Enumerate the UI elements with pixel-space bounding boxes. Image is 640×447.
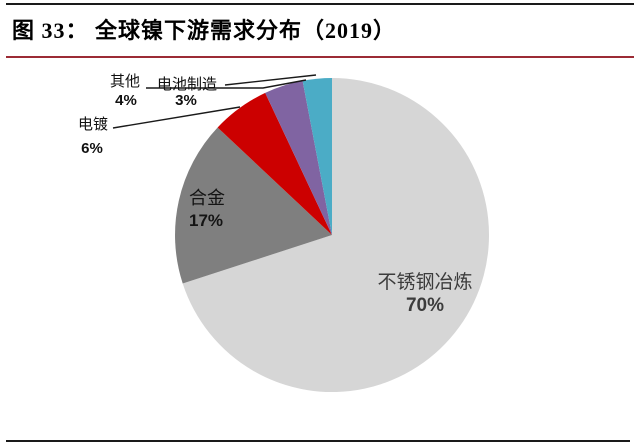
pie-slice-不锈钢冶炼 (182, 78, 490, 392)
leader-line-electroplating (112, 106, 241, 129)
label-other-name: 其他 (109, 73, 141, 90)
top-border-rule (6, 3, 634, 5)
label-other-pct: 4% (115, 92, 137, 109)
leader-line-battery (224, 74, 317, 86)
figure-title: 图 33： 全球镍下游需求分布（2019） (12, 18, 397, 43)
label-stainless-name: 不锈钢冶炼 (377, 272, 473, 293)
label-electroplating-name: 电镀 (77, 116, 109, 133)
label-alloy-pct: 17% (188, 211, 224, 230)
pie-slice-合金 (175, 127, 332, 284)
bottom-border-rule (6, 440, 630, 442)
pie-slice-电镀 (217, 92, 332, 236)
label-electroplating-pct: 6% (81, 140, 103, 157)
pie-slice-电池制造 (302, 78, 332, 235)
label-stainless-pct: 70% (405, 295, 445, 316)
pie-slice-其他 (265, 80, 332, 235)
pie-slices (175, 78, 490, 392)
label-battery-name: 电池制造 (156, 76, 218, 93)
label-battery-pct: 3% (175, 92, 197, 109)
leader-line-other (146, 79, 307, 89)
label-alloy-name: 合金 (189, 188, 225, 208)
leader-lines (112, 74, 317, 129)
title-underline-rule (6, 56, 634, 58)
